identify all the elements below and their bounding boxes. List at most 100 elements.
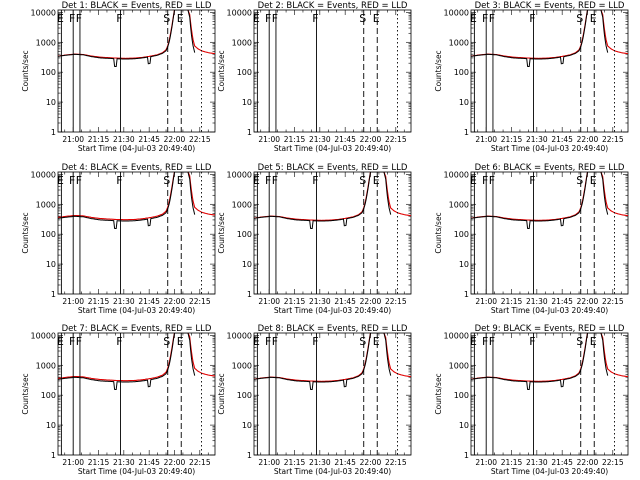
y-tick-label: 1 [464,451,469,460]
events-series-line [58,172,196,229]
panel-title: Det 7: BLACK = Events, RED = LLD [62,324,212,334]
x-tick-label: 22:00 [164,458,186,467]
event-marker-label: S [576,174,583,187]
event-marker-label: E [57,174,64,187]
curves [471,333,628,390]
x-tick-label: 22:00 [360,135,382,144]
y-tick-label: 100 [454,391,469,400]
y-tick-label: 1000 [36,361,56,370]
x-tick-label: 21:30 [113,297,135,306]
events-series-line [471,333,609,390]
x-tick-label: 22:15 [189,135,211,144]
event-marker-label: S [359,335,366,348]
x-tick-label: 21:00 [258,135,280,144]
event-marker-label: F [116,12,122,25]
event-marker-label: E [253,174,260,187]
x-tick-label: 21:45 [334,135,356,144]
event-marker-label: F [69,335,75,348]
event-marker-label: F [482,12,488,25]
event-marker-label: F [482,335,488,348]
event-marker-label: F [529,12,535,25]
y-tick-label: 10000 [444,331,469,340]
y-tick-label: 10000 [31,170,56,179]
y-tick-label: 10 [459,98,469,107]
curves [471,172,628,229]
x-tick-label: 21:15 [501,458,523,467]
curves [58,172,215,229]
x-tick-label: 22:00 [577,458,599,467]
events-series-line [58,10,196,67]
y-tick-label: 10 [242,421,252,430]
y-tick-label: 1000 [36,200,56,209]
events-series-line [254,333,392,390]
event-marker-label: F [489,12,495,25]
panel-det-2: Det 2: BLACK = Events, RED = LLD 1 10 100 10… [217,1,412,153]
x-tick-label: 21:15 [284,297,306,306]
x-tick-label: 21:30 [526,297,548,306]
y-axis-label: Counts/sec [217,373,226,414]
y-tick-label: 10000 [31,331,56,340]
events-series-line [471,10,609,67]
plot-frame [57,9,216,133]
event-marker-label: F [489,335,495,348]
x-tick-label: 21:00 [475,297,497,306]
panel-title: Det 4: BLACK = Events, RED = LLD [62,163,212,173]
event-marker-label: F [272,174,278,187]
panel-title: Det 9: BLACK = Events, RED = LLD [475,324,625,334]
x-axis-label: Start Time (04-Jul-03 20:49:40) [491,306,608,315]
x-axis-label: Start Time (04-Jul-03 20:49:40) [491,467,608,476]
x-tick-label: 21:30 [309,135,331,144]
plot-frame [253,332,412,456]
y-tick-label: 1 [51,290,56,299]
x-tick-label: 21:00 [258,458,280,467]
x-tick-label: 21:45 [551,458,573,467]
x-tick-label: 21:30 [113,458,135,467]
y-tick-label: 100 [41,68,56,77]
y-tick-label: 1000 [232,200,252,209]
plot-frame [57,332,216,456]
y-axis-label: Counts/sec [434,373,443,414]
panel-det-7: Det 7: BLACK = Events, RED = LLD 1 10 100 10… [21,324,216,476]
x-axis-label: Start Time (04-Jul-03 20:49:40) [491,144,608,153]
curves [58,333,215,390]
x-tick-label: 22:00 [164,297,186,306]
y-tick-label: 1 [51,128,56,137]
event-marker-label: E [373,335,380,348]
y-tick-label: 100 [237,68,252,77]
y-axis-label: Counts/sec [21,373,30,414]
panel-title: Det 5: BLACK = Events, RED = LLD [258,163,408,173]
x-axis-label: Start Time (04-Jul-03 20:49:40) [274,144,391,153]
event-marker-label: F [529,335,535,348]
event-marker-label: F [69,174,75,187]
x-tick-label: 22:15 [189,458,211,467]
x-tick-label: 21:15 [88,135,110,144]
x-tick-label: 21:45 [334,297,356,306]
event-marker-label: F [116,174,122,187]
y-axis-label: Counts/sec [217,50,226,91]
event-marker-label: F [76,335,82,348]
event-marker-label: E [253,335,260,348]
y-tick-label: 1000 [232,361,252,370]
x-tick-label: 22:00 [577,297,599,306]
event-marker-label: F [489,174,495,187]
panel-title: Det 8: BLACK = Events, RED = LLD [258,324,408,334]
y-tick-label: 1000 [449,200,469,209]
x-tick-label: 21:00 [62,458,84,467]
event-marker-label: S [163,174,170,187]
x-tick-label: 21:45 [551,135,573,144]
x-axis-label: Start Time (04-Jul-03 20:49:40) [274,306,391,315]
y-tick-label: 10 [242,98,252,107]
y-tick-label: 100 [41,391,56,400]
y-tick-label: 1 [247,451,252,460]
panel-det-3: Det 3: BLACK = Events, RED = LLD 1 10 100 10… [434,1,629,153]
y-tick-label: 1 [247,290,252,299]
x-tick-label: 21:00 [475,458,497,467]
x-tick-label: 22:00 [164,135,186,144]
x-tick-label: 22:15 [602,297,624,306]
plot-frame [57,171,216,295]
x-tick-label: 22:00 [360,297,382,306]
y-tick-label: 10 [46,421,56,430]
event-marker-label: S [359,12,366,25]
y-tick-label: 10 [459,421,469,430]
panel-title: Det 1: BLACK = Events, RED = LLD [62,1,212,11]
